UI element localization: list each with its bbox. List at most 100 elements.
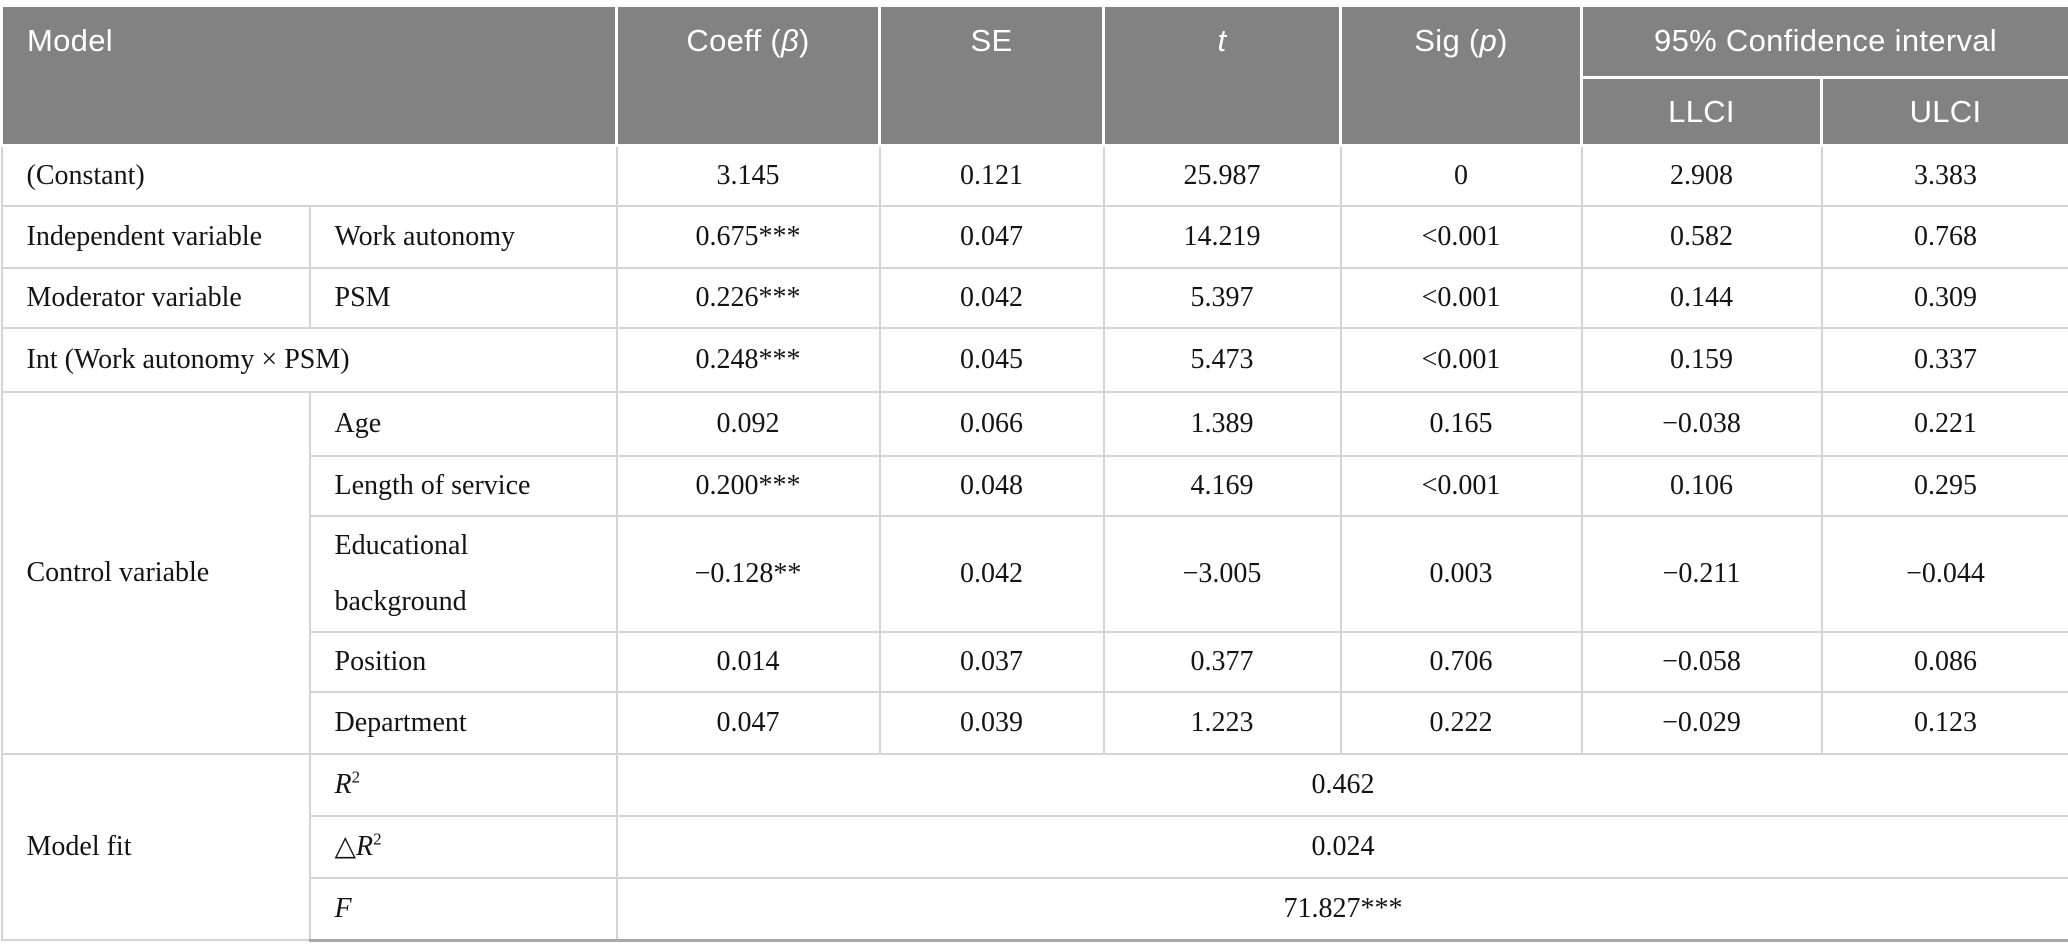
- work-autonomy-label: Work autonomy: [308, 205, 618, 269]
- row-control-department: Department 0.047 0.039 1.223 0.222 −0.02…: [2, 691, 2068, 755]
- work-autonomy-ulci: 0.768: [1820, 205, 2068, 269]
- constant-ulci: 3.383: [1820, 144, 2068, 207]
- position-ulci: 0.086: [1820, 631, 2068, 693]
- independent-group-label: Independent variable: [0, 205, 311, 269]
- age-label: Age: [308, 391, 618, 457]
- header-row-main: Model Coeff (β) SE t Sig (p) 95% Confide…: [0, 4, 2068, 147]
- psm-ulci: 0.309: [1820, 267, 2068, 329]
- header-model-label: Model: [27, 23, 113, 58]
- age-t: 1.389: [1102, 391, 1342, 457]
- length-of-service-t: 4.169: [1102, 455, 1342, 517]
- position-t: 0.377: [1102, 631, 1342, 693]
- delta-r2-superscript: 2: [373, 829, 382, 849]
- educational-background-coeff: −0.128**: [615, 515, 881, 633]
- constant-t: 25.987: [1102, 144, 1342, 207]
- f-value: 71.827***: [615, 877, 2068, 942]
- r2-value: 0.462: [615, 753, 2068, 817]
- educational-background-sig: 0.003: [1339, 515, 1583, 633]
- header-llci-label: LLCI: [1668, 93, 1735, 129]
- row-control-educational-background: Educational background −0.128** 0.042 −3…: [2, 515, 2068, 633]
- interaction-t: 5.473: [1102, 327, 1342, 393]
- delta-r2-value: 0.024: [615, 815, 2068, 879]
- header-sig-label-close: ): [1497, 23, 1508, 58]
- age-llci: −0.038: [1580, 391, 1823, 457]
- psm-se: 0.042: [878, 267, 1105, 329]
- interaction-sig: <0.001: [1339, 327, 1583, 393]
- header-sig-label: Sig (: [1414, 23, 1480, 58]
- row-moderator-variable: Moderator variable PSM 0.226*** 0.042 5.…: [0, 267, 2068, 329]
- educational-background-ulci: −0.044: [1820, 515, 2068, 633]
- educational-background-t: −3.005: [1102, 515, 1342, 633]
- department-ulci: 0.123: [1820, 691, 2068, 755]
- header-confidence-interval: 95% Confidence interval: [1580, 4, 2068, 79]
- header-row-sub: LLCI ULCI: [2, 76, 2068, 147]
- constant-se: 0.121: [878, 144, 1105, 207]
- delta-r2-label: △R2: [308, 815, 618, 879]
- age-se: 0.066: [878, 391, 1105, 457]
- position-se: 0.037: [878, 631, 1105, 693]
- row-control-length-of-service: Length of service 0.200*** 0.048 4.169 <…: [2, 455, 2068, 517]
- interaction-coeff: 0.248***: [615, 327, 881, 393]
- psm-coeff: 0.226***: [615, 267, 881, 329]
- row-constant: (Constant) 3.145 0.121 25.987 0 2.908 3.…: [0, 144, 2068, 207]
- age-coeff: 0.092: [615, 391, 881, 457]
- interaction-llci: 0.159: [1580, 327, 1823, 393]
- department-se: 0.039: [878, 691, 1105, 755]
- department-llci: −0.029: [1580, 691, 1823, 755]
- header-sig: Sig (p): [1339, 4, 1583, 147]
- delta-triangle-symbol: △: [334, 831, 357, 862]
- row-control-position: Position 0.014 0.037 0.377 0.706 −0.058 …: [2, 631, 2068, 693]
- r2-superscript: 2: [351, 767, 361, 787]
- constant-sig: 0: [1339, 144, 1583, 207]
- header-model: Model: [0, 4, 618, 147]
- row-modelfit-delta-r2: △R2 0.024: [2, 815, 2068, 879]
- header-se-label: SE: [970, 23, 1013, 58]
- length-of-service-coeff: 0.200***: [615, 455, 881, 517]
- length-of-service-llci: 0.106: [1580, 455, 1823, 517]
- age-ulci: 0.221: [1820, 391, 2068, 457]
- position-label: Position: [308, 631, 618, 693]
- work-autonomy-llci: 0.582: [1580, 205, 1823, 269]
- header-sig-p-symbol: p: [1479, 23, 1498, 58]
- delta-r2-symbol: R: [356, 831, 374, 862]
- header-t-label: t: [1217, 23, 1227, 58]
- length-of-service-label: Length of service: [308, 455, 618, 517]
- interaction-se: 0.045: [878, 327, 1105, 393]
- row-independent-variable: Independent variable Work autonomy 0.675…: [0, 205, 2068, 269]
- control-group-label: Control variable: [0, 391, 311, 755]
- row-modelfit-r2: Model fit R2 0.462: [0, 753, 2068, 941]
- header-coeff-label: Coeff (: [686, 23, 781, 58]
- header-coeff-label-close: ): [798, 23, 810, 58]
- regression-table: Model Coeff (β) SE t Sig (p) 95% Confide…: [0, 4, 2068, 942]
- psm-label: PSM: [308, 267, 618, 329]
- psm-t: 5.397: [1102, 267, 1342, 329]
- length-of-service-ulci: 0.295: [1820, 455, 2068, 517]
- modelfit-group-label: Model fit: [0, 753, 311, 941]
- department-label: Department: [308, 691, 618, 755]
- row-control-age: Control variable Age 0.092 0.066 1.389 0…: [0, 391, 2068, 755]
- header-ulci-label: ULCI: [1909, 93, 1982, 129]
- department-t: 1.223: [1102, 691, 1342, 755]
- educational-background-llci: −0.211: [1580, 515, 1823, 633]
- r2-label: R2: [308, 753, 618, 817]
- header-coeff-beta-symbol: β: [780, 23, 799, 58]
- table-header: Model Coeff (β) SE t Sig (p) 95% Confide…: [0, 4, 2068, 147]
- moderator-group-label: Moderator variable: [0, 267, 311, 329]
- constant-label: (Constant): [0, 144, 618, 207]
- interaction-ulci: 0.337: [1820, 327, 2068, 393]
- educational-background-label: Educational background: [308, 515, 618, 633]
- table-body: (Constant) 3.145 0.121 25.987 0 2.908 3.…: [0, 144, 2068, 942]
- r2-symbol: R: [334, 769, 352, 800]
- department-sig: 0.222: [1339, 691, 1583, 755]
- header-ulci: ULCI: [1820, 76, 2068, 147]
- interaction-label: Int (Work autonomy × PSM): [0, 327, 618, 393]
- length-of-service-sig: <0.001: [1339, 455, 1583, 517]
- header-t: t: [1102, 4, 1342, 147]
- f-label: F: [308, 877, 618, 942]
- f-symbol: F: [334, 892, 352, 924]
- educational-background-se: 0.042: [878, 515, 1105, 633]
- department-coeff: 0.047: [615, 691, 881, 755]
- work-autonomy-t: 14.219: [1102, 205, 1342, 269]
- header-coeff: Coeff (β): [615, 4, 881, 147]
